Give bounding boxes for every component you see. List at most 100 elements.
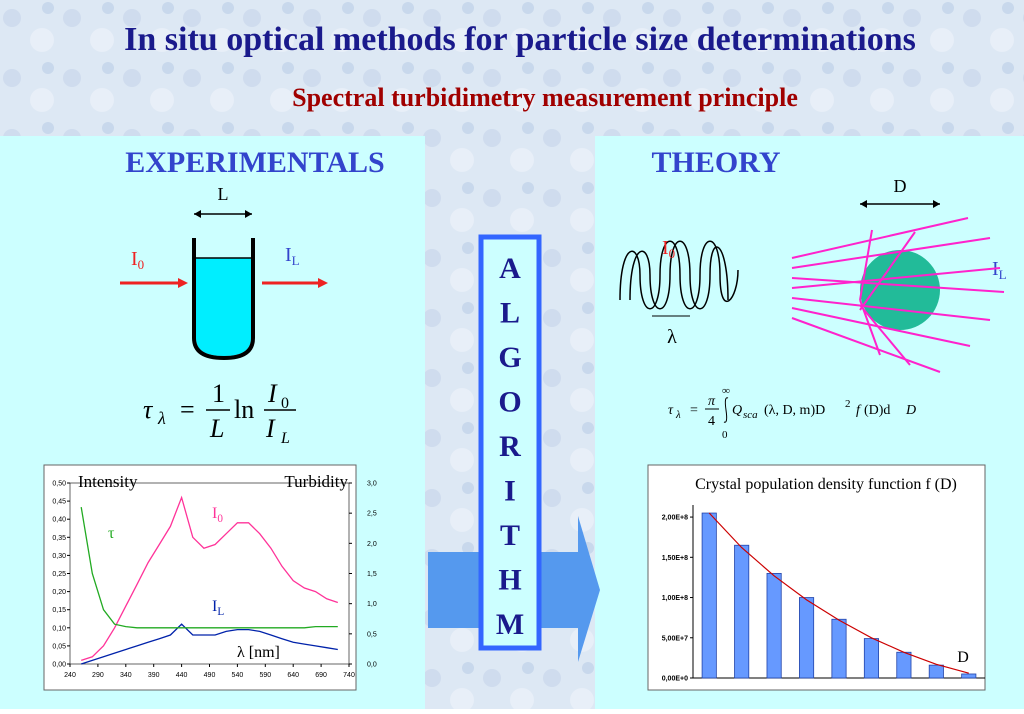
x-tick-label: 290: [92, 672, 104, 679]
formula-token: I: [267, 379, 278, 408]
formula-token: (λ, D, m)D: [764, 403, 825, 418]
chart-frame: [647, 464, 986, 691]
arrow-head: [245, 210, 252, 218]
y2-tick-label: 2,5: [367, 511, 377, 518]
x-tick-label: 340: [120, 672, 132, 679]
arrow-head: [318, 278, 328, 288]
formula-token: λ: [675, 409, 681, 421]
y-tick-label: 0,00E+0: [662, 676, 688, 683]
bar: [961, 673, 977, 679]
formula-token: D: [905, 403, 916, 418]
formula-token: 0: [281, 395, 289, 412]
y-tick-label: 0,25: [52, 571, 66, 578]
formula-token: I: [265, 414, 276, 443]
formula-token: L: [209, 414, 224, 443]
algorithm-letter: T: [500, 519, 520, 552]
y-tick-label: 0,40: [52, 517, 66, 524]
label-sub: 0: [217, 513, 223, 525]
series-label: τ: [108, 525, 115, 542]
x-tick-label: 440: [176, 672, 188, 679]
particle: [860, 250, 940, 330]
transmitted-label: IL: [285, 244, 300, 268]
algorithm-letter: O: [498, 386, 521, 419]
formula-token: =: [180, 395, 195, 424]
experimental-formula: τ λ = 1 L ln I 0 I L: [143, 379, 296, 447]
length-label: L: [218, 184, 229, 204]
x-tick-label: 240: [64, 672, 76, 679]
x-tick-label: 490: [204, 672, 216, 679]
y2-tick-label: 0,5: [367, 631, 377, 638]
formula-token: π: [708, 394, 716, 409]
x-tick-label: 690: [315, 672, 327, 679]
y-tick-label: 0,10: [52, 625, 66, 632]
y-tick-label: 0,05: [52, 643, 66, 650]
rays: [791, 217, 1005, 373]
arrow-head: [860, 200, 867, 208]
y2-tick-label: 1,0: [367, 601, 377, 608]
y-tick-label: 0,45: [52, 499, 66, 506]
bar: [863, 638, 879, 679]
bar: [896, 651, 912, 679]
y2-tick-label: 2,0: [367, 541, 377, 548]
x-tick-label: 740: [343, 672, 355, 679]
y-tick-label: 0,15: [52, 607, 66, 614]
y-tick-label: 5,00E+7: [662, 635, 688, 642]
x-tick-label: 390: [148, 672, 160, 679]
fit-line: [708, 512, 969, 674]
y-tick-label: 2,00E+8: [662, 515, 688, 522]
formula-token: τ: [143, 395, 154, 424]
cuvette-liquid: [196, 258, 251, 356]
bar: [799, 597, 815, 679]
bar: [734, 544, 750, 679]
chart-title: Crystal population density function f (D…: [695, 476, 957, 493]
algorithm-letter: I: [504, 475, 516, 508]
theory-formula: τ λ = π 4 ∞ 0 Q sca (λ, D, m)D 2 f (D)d …: [668, 385, 916, 441]
wave: [629, 240, 729, 310]
formula-token: 2: [845, 398, 851, 410]
wavelength-label: λ: [667, 326, 677, 348]
bar: [766, 572, 782, 679]
heading: EXPERIMENTALS: [125, 146, 384, 179]
bar: [701, 512, 717, 679]
axis-label: λ [nm]: [237, 644, 280, 661]
y-tick-label: 1,00E+8: [662, 595, 688, 602]
title: In situ optical methods for particle siz…: [124, 21, 916, 58]
diameter-label: D: [894, 176, 907, 196]
y-tick-label: 0,50: [52, 481, 66, 488]
wave: [619, 240, 739, 310]
y-tick-label: 1,50E+8: [662, 555, 688, 562]
formula-token: =: [690, 403, 698, 418]
chart-frame: [43, 464, 357, 691]
formula-token: f: [856, 403, 862, 418]
x-tick-label: 590: [259, 672, 271, 679]
formula-token: ln: [234, 395, 254, 424]
formula-token: λ: [157, 408, 166, 428]
algorithm-letter: L: [500, 297, 520, 330]
cuvette: [192, 238, 255, 361]
algorithm-letter: A: [499, 252, 521, 285]
incident-label: I0: [662, 237, 675, 261]
heading: THEORY: [652, 146, 781, 179]
incident-label: I0: [131, 248, 144, 272]
series-line: [80, 495, 339, 662]
y-tick-label: 0,30: [52, 553, 66, 560]
x-tick-label: 540: [232, 672, 244, 679]
integral: [723, 397, 729, 423]
formula-token: ∞: [722, 385, 730, 397]
algorithm-letter: R: [499, 430, 521, 463]
algorithm-letter: G: [498, 341, 521, 374]
arrow-head: [194, 210, 201, 218]
algorithm-letter: H: [498, 564, 521, 597]
axis-label: Turbidity: [284, 472, 348, 491]
formula-token: 4: [708, 414, 715, 429]
series-line: [80, 506, 338, 629]
subtitle: Spectral turbidimetry measurement princi…: [292, 83, 798, 112]
series-label: I0: [212, 505, 223, 525]
formula-token: 1: [212, 379, 225, 408]
y2-tick-label: 3,0: [367, 481, 377, 488]
axis-label: Intensity: [78, 472, 138, 491]
y-tick-label: 0,00: [52, 662, 66, 669]
bar: [831, 618, 847, 679]
